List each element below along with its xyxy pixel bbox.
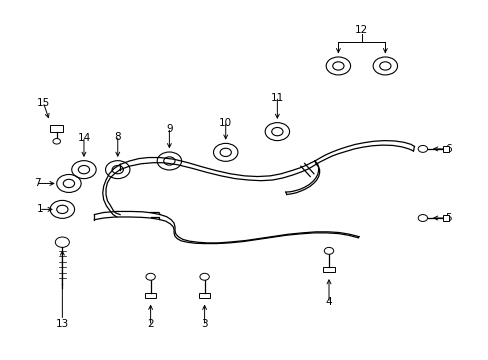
Bar [144, 293, 156, 298]
Text: 1: 1 [37, 204, 43, 214]
Text: 3: 3 [201, 319, 207, 329]
Circle shape [53, 139, 61, 144]
Text: 10: 10 [219, 118, 232, 128]
Bar [443, 215, 448, 221]
Text: 13: 13 [56, 319, 69, 329]
Bar [199, 293, 210, 298]
Text: 11: 11 [270, 93, 284, 103]
Text: 6: 6 [445, 144, 451, 154]
Bar [443, 146, 448, 152]
Bar [323, 267, 334, 272]
Text: 14: 14 [77, 133, 90, 143]
Text: 8: 8 [114, 132, 121, 142]
Circle shape [145, 273, 155, 280]
Text: 4: 4 [325, 297, 332, 307]
Text: 9: 9 [166, 124, 172, 134]
Text: 7: 7 [34, 179, 40, 188]
Circle shape [324, 247, 333, 254]
Text: 2: 2 [147, 319, 154, 329]
Circle shape [200, 273, 209, 280]
Circle shape [417, 215, 427, 221]
Text: 5: 5 [445, 213, 451, 223]
Circle shape [417, 145, 427, 152]
Circle shape [55, 237, 69, 247]
Text: 15: 15 [37, 98, 50, 108]
Text: 12: 12 [354, 25, 368, 35]
Bar [50, 125, 63, 132]
